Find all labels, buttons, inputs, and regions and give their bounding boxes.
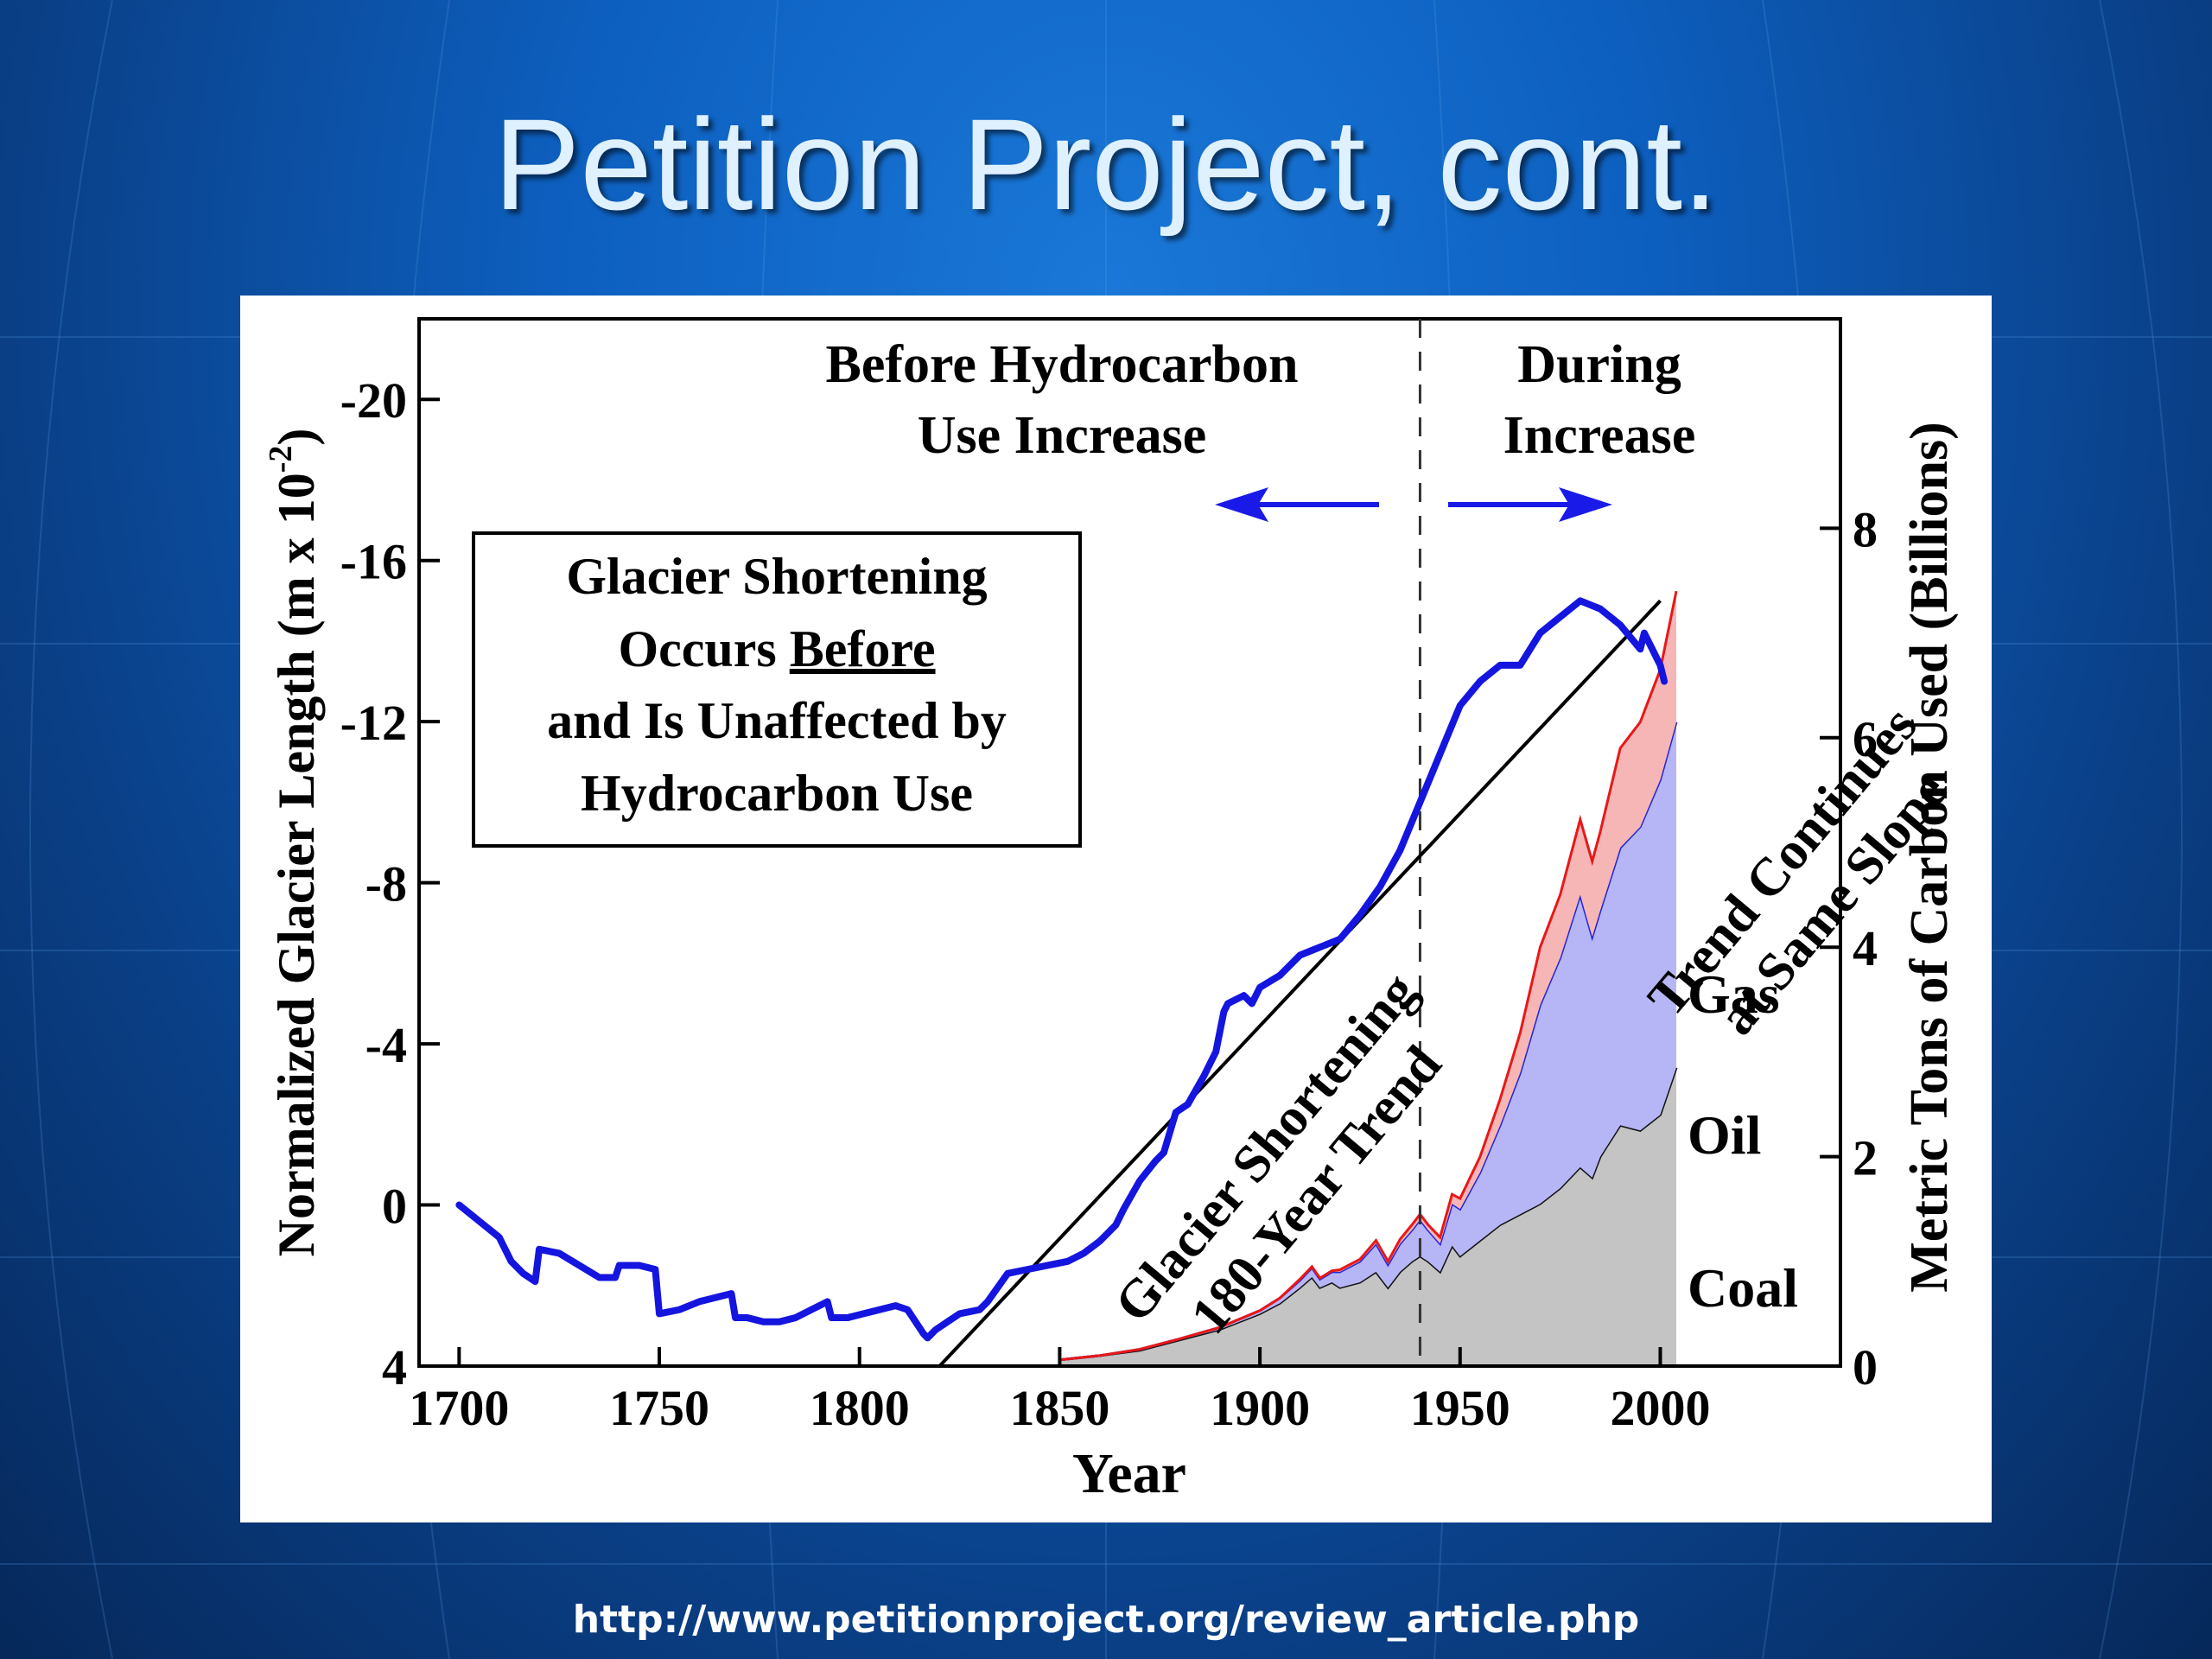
carbon-areas bbox=[1059, 590, 1678, 1366]
box-line3: and Is Unaffected by bbox=[547, 692, 1007, 749]
y-axis-label-left-exponent: -2 bbox=[263, 446, 299, 474]
plot-frame bbox=[417, 317, 1842, 1368]
trend-line bbox=[938, 599, 1662, 1368]
y-left-tick-label: -8 bbox=[365, 856, 407, 912]
x-tick-label: 1800 bbox=[810, 1380, 910, 1436]
left-axis: -20 -16 -12 -8 -4 0 4 bbox=[340, 372, 440, 1395]
y-right-tick-label: 0 bbox=[1853, 1339, 1878, 1395]
y-axis-label-left-close: ) bbox=[268, 429, 325, 446]
box-line2-underlined: Before bbox=[790, 620, 936, 677]
box-line1: Glacier Shortening bbox=[566, 548, 987, 605]
y-left-tick-label: -16 bbox=[340, 534, 407, 590]
gas-label: Gas bbox=[1688, 963, 1780, 1025]
box-line2-prefix: Occurs bbox=[618, 620, 789, 677]
right-arrow bbox=[1448, 487, 1612, 522]
glacier-carbon-chart: -20 -16 -12 -8 -4 0 4 0 2 4 6 8 1700 1750 1800 1850 19… bbox=[263, 317, 1959, 1505]
x-axis-label: Year bbox=[1072, 1442, 1186, 1505]
x-tick-label: 1750 bbox=[609, 1380, 709, 1436]
y-left-tick-label: -12 bbox=[340, 695, 407, 751]
before-label-line2: Use Increase bbox=[918, 406, 1207, 465]
y-left-tick-label: -4 bbox=[365, 1017, 407, 1073]
area-coal bbox=[1059, 1067, 1677, 1366]
y-right-tick-label: 6 bbox=[1853, 711, 1878, 767]
x-tick-label: 1950 bbox=[1410, 1380, 1510, 1436]
during-label-line1: During bbox=[1517, 335, 1681, 394]
x-tick-label: 1900 bbox=[1210, 1380, 1310, 1436]
x-tick-label: 2000 bbox=[1610, 1380, 1710, 1436]
y-left-tick-label: 0 bbox=[382, 1179, 407, 1235]
left-arrow bbox=[1215, 487, 1379, 522]
during-label-line2: Increase bbox=[1503, 406, 1696, 465]
right-axis: 0 2 4 6 8 bbox=[1820, 501, 1878, 1395]
y-left-tick-label: -20 bbox=[340, 372, 407, 429]
chart-panel: -20 -16 -12 -8 -4 0 4 0 2 4 6 8 1700 1750 1800 1850 19… bbox=[240, 296, 1992, 1522]
y-axis-label-left: Normalized Glacier Length (m x 10-2) bbox=[263, 429, 325, 1257]
box-line4: Hydrocarbon Use bbox=[581, 765, 973, 822]
source-url: http://www.petitionproject.org/review_ar… bbox=[572, 1598, 1640, 1642]
glacier-length-line bbox=[455, 597, 1669, 1342]
y-right-tick-label: 4 bbox=[1853, 920, 1878, 976]
x-tick-label: 1700 bbox=[409, 1380, 509, 1436]
y-right-tick-label: 2 bbox=[1853, 1130, 1878, 1186]
y-right-tick-label: 8 bbox=[1853, 501, 1878, 557]
x-axis: 1700 1750 1800 1850 1900 1950 2000 bbox=[409, 1347, 1710, 1436]
area-line-gas bbox=[1059, 590, 1678, 1362]
area-oil bbox=[1059, 721, 1677, 1360]
x-tick-label: 1850 bbox=[1009, 1380, 1109, 1436]
box-line2: Occurs Before bbox=[618, 620, 935, 677]
y-axis-label-left-main: Normalized Glacier Length (m x 10 bbox=[268, 473, 325, 1256]
annotation-box: Glacier Shortening Occurs Before and Is … bbox=[472, 531, 1082, 848]
y-axis-label-right: Metric Tons of Carbon Used (Billions) bbox=[1900, 422, 1959, 1293]
oil-label: Oil bbox=[1688, 1104, 1761, 1166]
slide-title: Petition Project, cont. bbox=[493, 92, 1719, 237]
y-left-tick-label: 4 bbox=[382, 1339, 407, 1395]
coal-label: Coal bbox=[1688, 1257, 1798, 1319]
before-label-line1: Before Hydrocarbon bbox=[825, 335, 1298, 394]
